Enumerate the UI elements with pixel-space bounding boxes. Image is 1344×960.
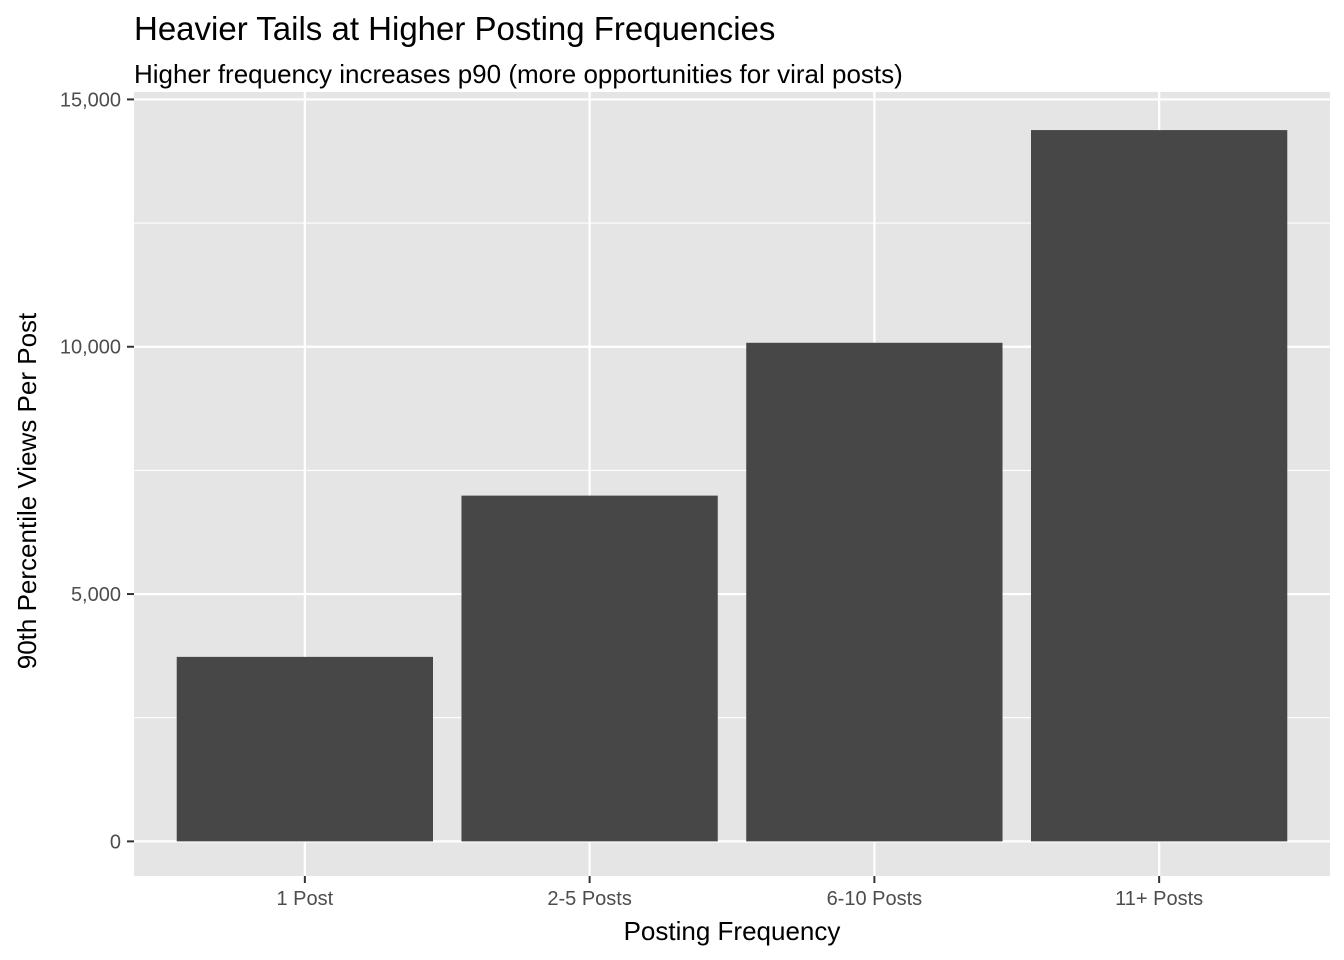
bar-2-5-posts: [461, 495, 718, 842]
y-tick-label: 15,000: [60, 89, 121, 111]
y-axis: 0 5,000 10,000 15,000: [60, 89, 134, 853]
chart-subtitle: Higher frequency increases p90 (more opp…: [134, 59, 903, 89]
chart-title: Heavier Tails at Higher Posting Frequenc…: [134, 10, 775, 47]
x-axis-title: Posting Frequency: [624, 916, 841, 946]
x-tick-label: 1 Post: [277, 888, 334, 910]
bar-6-10-posts: [746, 342, 1003, 842]
y-axis-title: 90th Percentile Views Per Post: [12, 312, 42, 669]
bar-1-post: [176, 656, 433, 842]
y-tick-label: 5,000: [71, 584, 121, 606]
y-tick-label: 10,000: [60, 337, 121, 359]
x-tick-label: 6-10 Posts: [827, 888, 923, 910]
bars: [176, 130, 1288, 842]
x-tick-label: 11+ Posts: [1115, 888, 1203, 910]
y-tick-label: 0: [110, 831, 121, 853]
x-axis: 1 Post 2-5 Posts 6-10 Posts 11+ Posts: [277, 876, 1203, 910]
bar-11-posts: [1031, 130, 1288, 842]
x-tick-label: 2-5 Posts: [547, 888, 631, 910]
